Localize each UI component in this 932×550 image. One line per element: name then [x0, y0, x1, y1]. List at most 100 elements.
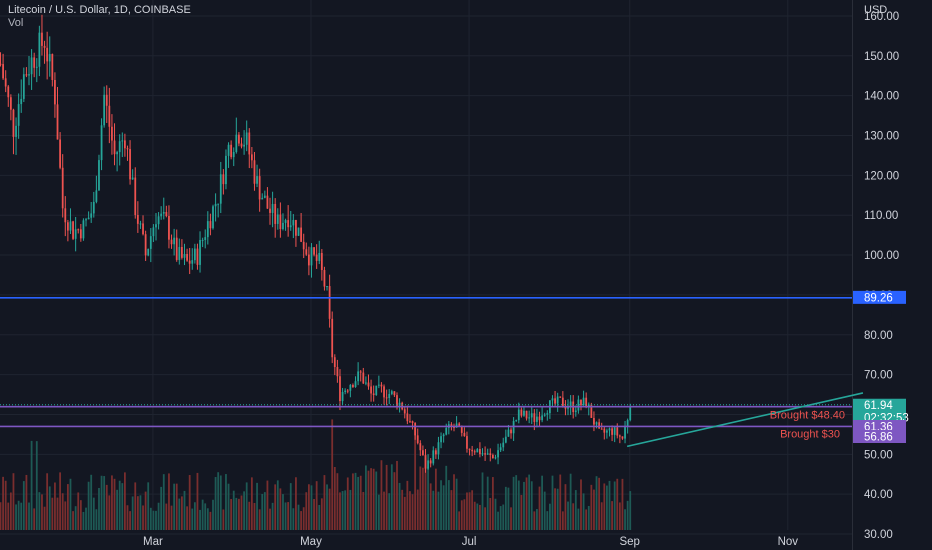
volume-bar	[266, 480, 269, 530]
time-axis[interactable]: Mar May Jul Sep Nov	[143, 536, 798, 548]
candle-body	[427, 460, 429, 469]
volume-bar	[587, 505, 590, 530]
volume-bar	[263, 492, 266, 530]
candle-body	[17, 104, 20, 126]
price-label-resistance-value: 89.26	[864, 292, 893, 304]
candle-body	[147, 248, 150, 256]
volume-bar	[551, 475, 554, 530]
volume-bar	[46, 473, 49, 530]
volume-bar	[603, 483, 606, 530]
candle-body	[559, 396, 562, 398]
candle-body	[152, 227, 155, 237]
trend-line[interactable]	[626, 392, 864, 448]
line-label-brought-48: Brought $48.40	[770, 410, 845, 422]
volume-bar	[440, 480, 442, 530]
volume-bar	[209, 511, 212, 530]
volume-bar	[504, 486, 507, 530]
candle-body	[517, 409, 520, 421]
volume-bar	[320, 498, 323, 530]
candle-body	[183, 253, 186, 258]
candle-body	[149, 236, 152, 249]
candle-body	[388, 393, 391, 399]
candle-body	[377, 384, 380, 386]
candle-body	[468, 448, 471, 450]
trend-line-layer[interactable]	[626, 392, 864, 448]
volume-bar	[484, 507, 486, 530]
volume-bar	[282, 494, 284, 530]
volume-bar	[393, 472, 396, 530]
volume-bar	[512, 476, 515, 530]
volume-bar	[168, 473, 170, 530]
candle-body	[556, 396, 559, 404]
candle-body	[79, 229, 82, 239]
volume-bar	[385, 464, 388, 530]
candle-body	[41, 32, 43, 46]
volume-bar	[458, 511, 461, 530]
candle-body	[613, 427, 616, 435]
candle-body	[328, 286, 331, 319]
volume-bar	[590, 484, 593, 530]
candle-body	[484, 453, 486, 455]
candle-body	[43, 45, 46, 48]
candle-body	[564, 406, 567, 409]
candle-body	[600, 428, 603, 430]
volume-bar	[367, 470, 370, 530]
candle-body	[48, 54, 51, 62]
volume-bar	[538, 486, 541, 530]
volume-bar	[256, 482, 258, 530]
volume-bar	[507, 487, 510, 530]
volume-bar	[28, 502, 30, 530]
candle-body	[458, 423, 461, 426]
volume-bar	[362, 492, 365, 530]
candle-body	[155, 224, 157, 228]
volume-bar	[403, 496, 406, 530]
candle-body	[502, 442, 505, 448]
volume-bar	[178, 498, 181, 530]
volume-bar	[240, 495, 243, 530]
candle-body	[266, 195, 269, 209]
volume-bar	[359, 475, 362, 530]
candle-body	[375, 385, 378, 396]
volume-bar	[274, 484, 277, 530]
volume-bar	[261, 493, 264, 530]
volume-bar	[339, 492, 341, 530]
candle-body	[25, 74, 28, 76]
volume-bar	[7, 502, 10, 530]
volume-bar	[323, 475, 326, 530]
price-tick-label: 150.00	[864, 51, 899, 63]
volume-bar	[499, 506, 502, 530]
volume-bar	[445, 465, 448, 530]
volume-bar	[160, 486, 163, 530]
volume-bar	[201, 499, 204, 530]
candle-body	[245, 132, 248, 145]
volume-bar	[595, 476, 598, 530]
volume-bar	[533, 511, 536, 530]
volume-bar	[328, 488, 331, 530]
candle-body	[15, 125, 17, 137]
volume-bar	[307, 484, 310, 530]
volume-bar	[217, 472, 220, 530]
volume-bar	[613, 481, 616, 530]
candle-body	[546, 413, 549, 415]
candle-body	[30, 57, 33, 75]
candle-body	[357, 371, 360, 382]
volume-bar	[460, 500, 463, 530]
candle-body	[219, 174, 222, 204]
candle-body	[595, 422, 598, 425]
volume-bar	[181, 496, 183, 530]
candle-body	[196, 248, 199, 265]
candle-body	[339, 376, 341, 402]
volume-bar	[624, 509, 626, 530]
horizontal-lines[interactable]	[0, 297, 852, 428]
volume-bar	[79, 500, 82, 530]
candle-body	[346, 390, 349, 392]
volume-bar	[214, 477, 217, 530]
candle-body	[235, 134, 238, 153]
volume-bar	[429, 483, 432, 530]
volume-bar	[409, 491, 411, 530]
volume-bar	[564, 484, 567, 530]
price-tick-label: 160.00	[864, 11, 899, 23]
candle-body	[523, 410, 525, 416]
candle-body	[489, 453, 492, 456]
